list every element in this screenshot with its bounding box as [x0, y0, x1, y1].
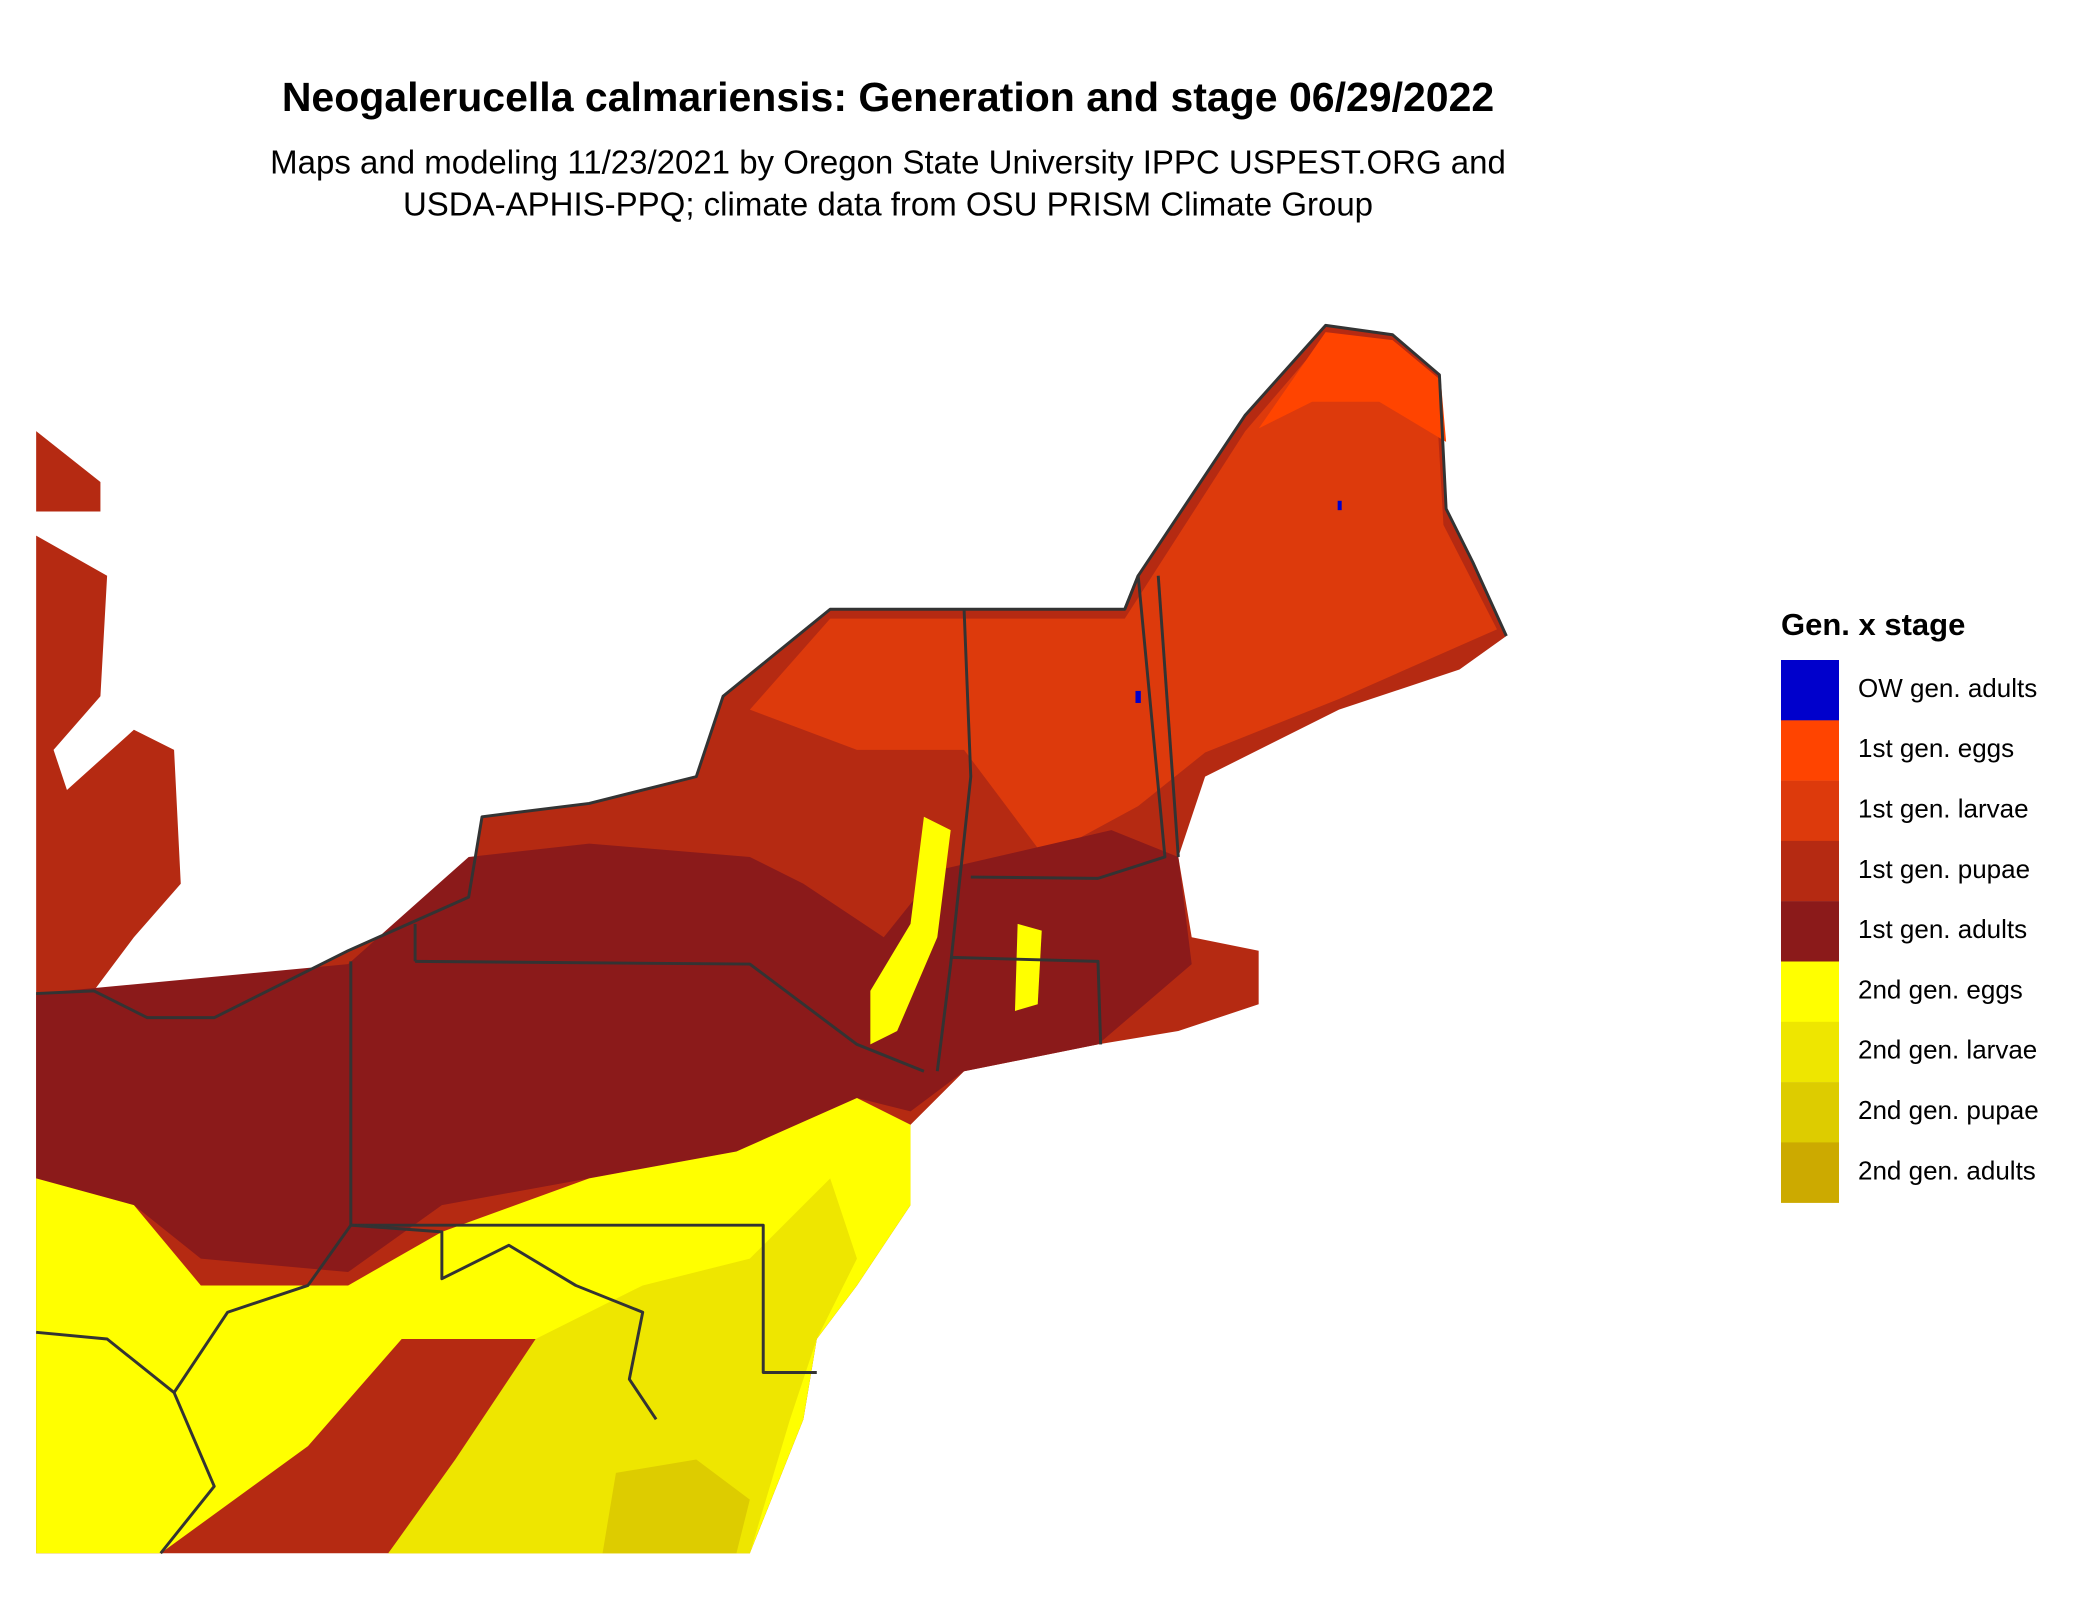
legend-label: 2nd gen. adults: [1858, 1155, 2036, 1185]
legend-label: 1st gen. larvae: [1858, 793, 2029, 823]
state-border: [935, 609, 973, 1072]
legend-swatch: [1781, 720, 1839, 781]
legend-swatch: [1781, 1142, 1839, 1203]
legend-swatch: [1781, 780, 1839, 842]
region: [602, 1459, 750, 1554]
legend-label: 1st gen. pupae: [1858, 854, 2030, 884]
legend-swatch: [1781, 840, 1839, 902]
state-border: [1156, 575, 1180, 858]
state-border: [415, 959, 925, 1073]
region: [749, 337, 1498, 857]
region: [1337, 500, 1342, 511]
map-subtitle: USDA-APHIS-PPQ; climate data from OSU PR…: [403, 186, 1373, 223]
region: [1258, 332, 1447, 442]
legend-swatch: [1781, 1021, 1839, 1083]
map: [36, 323, 1508, 1555]
legend: OW gen. adults 1st gen. eggs 1st gen. larv…: [1781, 660, 2039, 1203]
region: [1014, 923, 1042, 1011]
legend-label: OW gen. adults: [1858, 673, 2037, 703]
map-subtitle: Maps and modeling 11/23/2021 by Oregon S…: [270, 144, 1506, 181]
legend-label: 2nd gen. eggs: [1858, 974, 2023, 1004]
legend-swatch: [1781, 1082, 1839, 1143]
state-border: [36, 323, 1508, 1020]
legend-label: 2nd gen. pupae: [1858, 1095, 2039, 1125]
state-border: [172, 1223, 658, 1421]
state-border: [349, 961, 817, 1374]
legend-label: 1st gen. adults: [1858, 914, 2027, 944]
legend-swatch: [1781, 901, 1839, 962]
map-title: Neogalerucella calmariensis: Generation …: [282, 74, 1494, 120]
legend-label: 1st gen. eggs: [1858, 733, 2014, 763]
legend-title: Gen. x stage: [1781, 607, 1965, 642]
region: [388, 1178, 857, 1554]
legend-swatch: [1781, 961, 1839, 1022]
region: [870, 816, 951, 1045]
legend-label: 2nd gen. larvae: [1858, 1035, 2037, 1065]
state-border: [950, 955, 1103, 1045]
region: [36, 431, 101, 512]
region: [1135, 690, 1141, 703]
legend-swatch: [1781, 660, 1839, 721]
state-border: [970, 574, 1167, 880]
